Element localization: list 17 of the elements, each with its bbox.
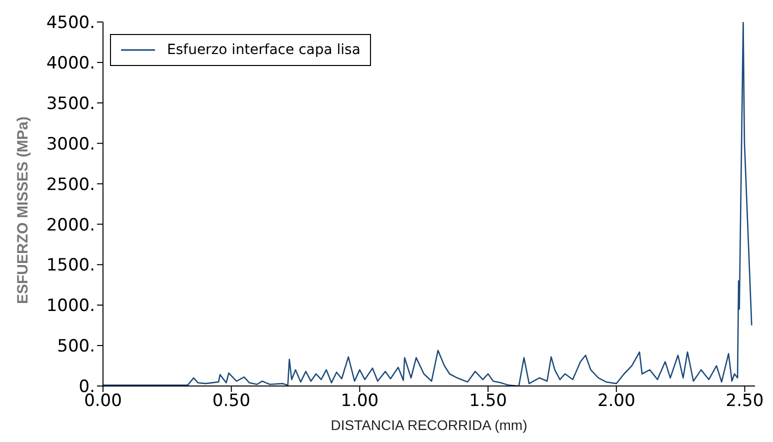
y-tick-label: 3500. — [46, 94, 95, 114]
x-axis-title: DISTANCIA RECORRIDA (mm) — [330, 417, 528, 433]
y-tick-label: 4500. — [46, 13, 95, 34]
y-axis-title: ESFUERZO MISSES (MPa) — [14, 116, 32, 304]
x-tick-label: 1.00 — [340, 391, 379, 412]
x-tick-label: 2.00 — [597, 391, 636, 412]
y-tick-label: 3000. — [46, 134, 95, 154]
y-tick-label: 4000. — [46, 53, 95, 74]
y-tick-label: 2500. — [46, 174, 95, 195]
x-tick-label: 2.50 — [726, 391, 764, 412]
legend-label: Esfuerzo interface capa lisa — [167, 41, 360, 59]
x-tick-label: 1.50 — [469, 391, 507, 412]
y-tick-label: 2000. — [46, 215, 95, 236]
y-tick-label: 500. — [57, 336, 95, 357]
y-tick-label: 1000. — [46, 296, 95, 316]
y-tick-label: 1500. — [46, 256, 95, 276]
x-tick-label: 0.50 — [212, 391, 250, 412]
